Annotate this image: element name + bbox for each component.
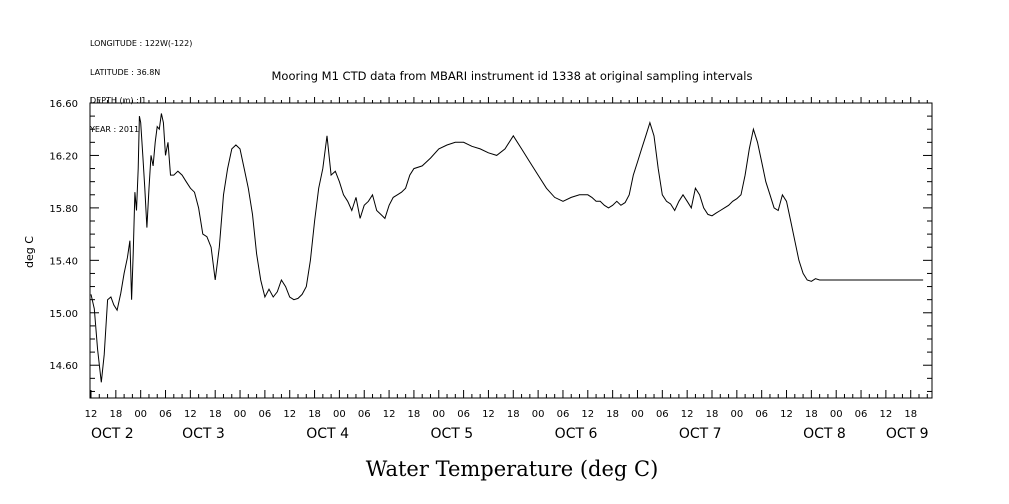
- latitude-line: LATITUDE : 36.8N: [90, 67, 161, 77]
- x-hour-label: 00: [631, 409, 644, 420]
- x-hour-label: 06: [457, 409, 470, 420]
- x-day-label: OCT 5: [430, 426, 473, 442]
- plot-frame: [89, 102, 933, 399]
- x-day-label: OCT 7: [679, 426, 722, 442]
- x-day-label: OCT 8: [803, 426, 846, 442]
- x-hour-label: 18: [408, 409, 421, 420]
- chart-title: Mooring M1 CTD data from MBARI instrumen…: [272, 69, 753, 83]
- x-hour-label: 06: [159, 409, 172, 420]
- x-hour-label: 18: [606, 409, 619, 420]
- x-hour-label: 18: [805, 409, 818, 420]
- x-hour-label: 12: [880, 409, 893, 420]
- x-hour-label: 00: [730, 409, 743, 420]
- x-hour-label: 00: [830, 409, 843, 420]
- x-hour-label: 12: [581, 409, 594, 420]
- x-day-label: OCT 9: [886, 426, 929, 442]
- longitude-line: LONGITUDE : 122W(-122): [90, 39, 193, 48]
- y-tick-label: 15.00: [49, 309, 78, 320]
- y-tick-label: 15.80: [49, 204, 78, 215]
- x-day-label: OCT 6: [555, 426, 598, 442]
- x-hour-label: 00: [333, 409, 346, 420]
- x-hour-label: 06: [259, 409, 272, 420]
- depth-line: DEPTH (m) : 1: [90, 96, 147, 105]
- x-hour-label: 18: [109, 409, 122, 420]
- x-hour-label: 06: [755, 409, 768, 420]
- y-axis: 14.60 15.00 15.40 15.80 16.20 16.60: [49, 99, 932, 392]
- x-hour-label: 00: [134, 409, 147, 420]
- x-axis-label: Water Temperature (deg C): [366, 457, 659, 481]
- series-group: [90, 113, 924, 383]
- x-hour-label: 18: [308, 409, 321, 420]
- temperature-line: [90, 113, 924, 383]
- x-hour-label: 18: [507, 409, 520, 420]
- x-hour-label: 06: [557, 409, 570, 420]
- year-line: YEAR : 2011: [90, 124, 140, 134]
- x-hour-label: 00: [234, 409, 247, 420]
- y-tick-label: 16.60: [49, 99, 78, 110]
- x-hour-label: 12: [283, 409, 296, 420]
- x-hour-label: 06: [855, 409, 868, 420]
- x-hour-label: 12: [780, 409, 793, 420]
- x-day-label: OCT 4: [306, 426, 349, 442]
- x-hour-label: 12: [383, 409, 396, 420]
- x-axis: 12 18 00 06 12 18 00 06 12 18 00 06 12 18 00 06 12 18 00 06…: [85, 97, 929, 442]
- x-hour-label: 00: [432, 409, 445, 420]
- x-hour-label: 12: [482, 409, 495, 420]
- dataset-metadata: LONGITUDE : 122W(-122) LATITUDE : 36.8N …: [90, 20, 192, 144]
- x-hour-label: 12: [85, 409, 98, 420]
- x-hour-label: 18: [904, 409, 917, 420]
- y-axis-label: deg C: [23, 236, 36, 268]
- x-hour-label: 18: [209, 409, 222, 420]
- y-tick-label: 16.20: [49, 151, 78, 162]
- y-tick-label: 14.60: [49, 361, 78, 372]
- x-hour-label: 00: [532, 409, 545, 420]
- x-hour-label: 12: [184, 409, 197, 420]
- x-hour-label: 06: [358, 409, 371, 420]
- x-day-label: OCT 3: [182, 426, 225, 442]
- x-hour-label: 06: [656, 409, 669, 420]
- x-hour-label: 18: [706, 409, 719, 420]
- y-tick-label: 15.40: [49, 256, 78, 267]
- x-hour-label: 12: [681, 409, 694, 420]
- x-day-label: OCT 2: [91, 426, 134, 442]
